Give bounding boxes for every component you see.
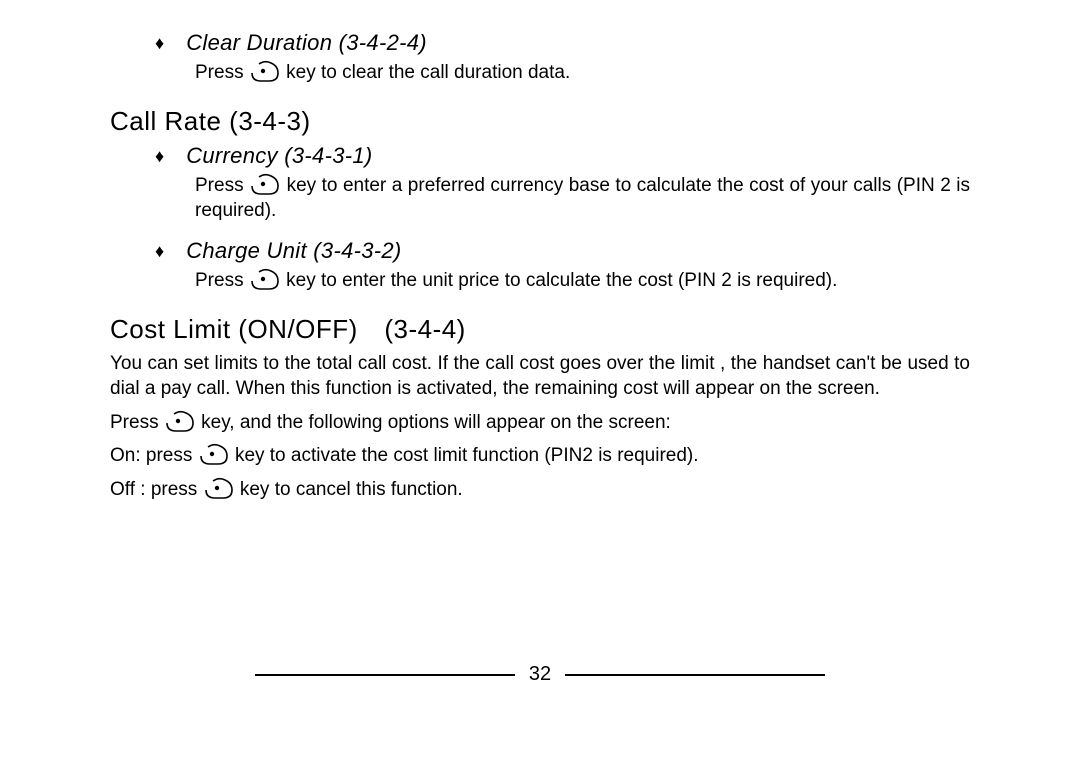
ok-key-icon bbox=[166, 410, 194, 432]
section-charge-unit: ♦ Charge Unit (3-4-3-2) Press key to ent… bbox=[110, 238, 970, 294]
section-clear-duration: ♦ Clear Duration (3-4-2-4) Press key to … bbox=[110, 30, 970, 86]
page: ♦ Clear Duration (3-4-2-4) Press key to … bbox=[0, 0, 1080, 762]
ok-key-icon bbox=[251, 268, 279, 290]
ok-key-icon bbox=[200, 443, 228, 465]
subhead-row: ♦ Charge Unit (3-4-3-2) bbox=[155, 238, 970, 264]
page-footer: 32 bbox=[0, 663, 1080, 686]
body-cost-limit-para1: You can set limits to the total call cos… bbox=[110, 351, 970, 402]
text-press-suffix: key to enter a preferred currency base t… bbox=[195, 175, 970, 222]
text-on-prefix: On: press bbox=[110, 445, 198, 466]
line-on: On: press key to activate the cost limit… bbox=[110, 443, 970, 469]
heading-cost-limit: Cost Limit (ON/OFF) (3-4-4) bbox=[110, 314, 970, 345]
heading-call-rate: Call Rate (3-4-3) bbox=[110, 106, 970, 137]
line-press: Press key, and the following options wil… bbox=[110, 410, 970, 436]
body-charge-unit: Press key to enter the unit price to cal… bbox=[195, 268, 970, 294]
subhead-row: ♦ Clear Duration (3-4-2-4) bbox=[155, 30, 970, 56]
text-press-prefix: Press bbox=[110, 412, 164, 433]
line-off: Off : press key to cancel this function. bbox=[110, 477, 970, 503]
text-off-suffix: key to cancel this function. bbox=[240, 479, 463, 500]
subhead-row: ♦ Currency (3-4-3-1) bbox=[155, 143, 970, 169]
body-clear-duration: Press key to clear the call duration dat… bbox=[195, 60, 970, 86]
text-press-prefix: Press bbox=[195, 62, 249, 83]
ok-key-icon bbox=[205, 477, 233, 499]
text-press-suffix: key to enter the unit price to calculate… bbox=[286, 270, 837, 291]
text-off-prefix: Off : press bbox=[110, 479, 203, 500]
bullet-diamond-icon: ♦ bbox=[155, 242, 164, 260]
page-number: 32 bbox=[529, 663, 551, 686]
text-press-suffix: key to clear the call duration data. bbox=[286, 62, 570, 83]
section-currency: ♦ Currency (3-4-3-1) Press key to enter … bbox=[110, 143, 970, 224]
subhead-currency: Currency (3-4-3-1) bbox=[186, 143, 372, 169]
bullet-diamond-icon: ♦ bbox=[155, 147, 164, 165]
text-press-prefix: Press bbox=[195, 270, 249, 291]
text-on-suffix: key to activate the cost limit function … bbox=[235, 445, 699, 466]
subhead-clear-duration: Clear Duration (3-4-2-4) bbox=[186, 30, 427, 56]
text-press-suffix: key, and the following options will appe… bbox=[201, 412, 671, 433]
ok-key-icon bbox=[251, 173, 279, 195]
footer-rule-left bbox=[255, 674, 515, 676]
text-press-prefix: Press bbox=[195, 175, 249, 196]
subhead-charge-unit: Charge Unit (3-4-3-2) bbox=[186, 238, 401, 264]
footer-rule-right bbox=[565, 674, 825, 676]
ok-key-icon bbox=[251, 60, 279, 82]
body-currency: Press key to enter a preferred currency … bbox=[195, 173, 970, 224]
bullet-diamond-icon: ♦ bbox=[155, 34, 164, 52]
